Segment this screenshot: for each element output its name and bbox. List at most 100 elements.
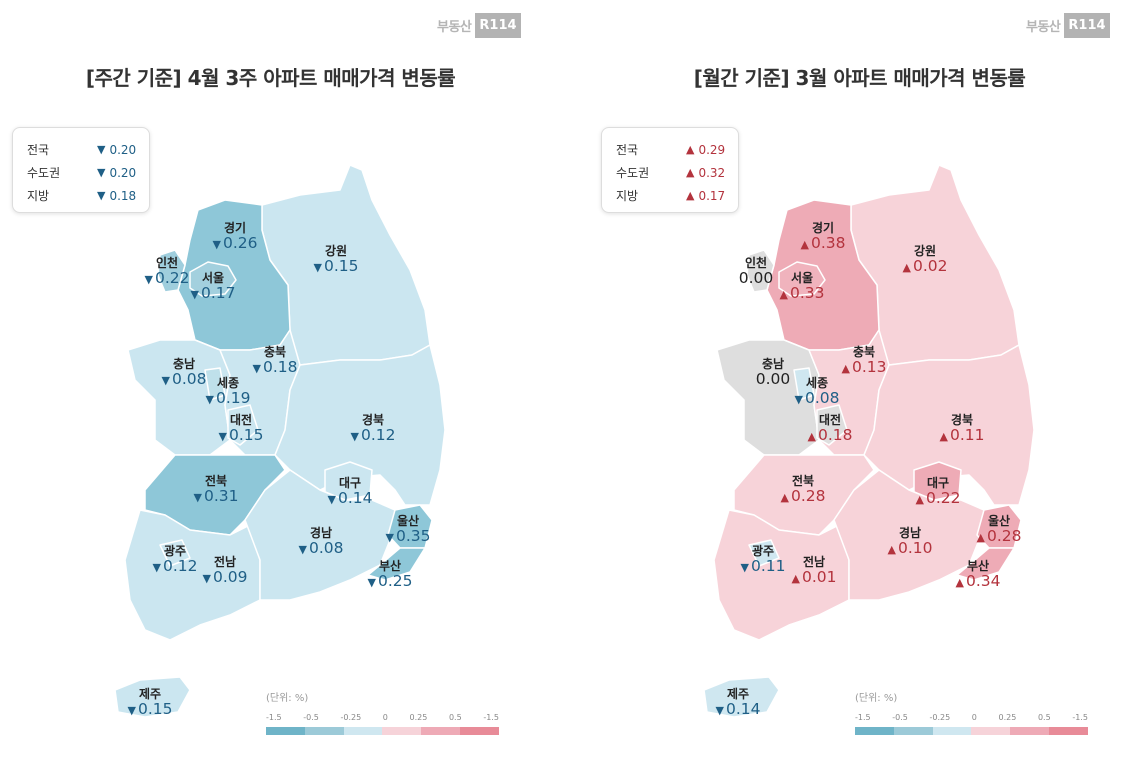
region-label-gangwon: 강원 ▼ 0.15 (313, 244, 359, 275)
region-label-daejeon: 대전 ▲ 0.18 (807, 413, 853, 444)
region-shape-jeju (703, 676, 780, 718)
down-triangle-icon: ▼ (161, 373, 170, 387)
region-label-gyeongnam: 경남 ▲ 0.10 (887, 526, 933, 557)
down-triangle-icon: ▼ (794, 392, 803, 406)
summary-label: 전국 (616, 143, 639, 157)
down-triangle-icon: ▼ (205, 392, 214, 406)
up-triangle-icon: ▲ (955, 575, 964, 589)
down-triangle-icon: ▼ (218, 429, 227, 443)
down-triangle-icon: ▼ (97, 166, 106, 179)
summary-value: ▼ 0.20 (97, 165, 137, 180)
region-shape-busan (367, 547, 426, 581)
region-label-chungbuk: 충북 ▼ 0.18 (252, 345, 298, 376)
up-triangle-icon: ▲ (841, 361, 850, 375)
region-label-busan: 부산 ▲ 0.34 (955, 559, 1001, 590)
region-label-ulsan: 울산 ▼ 0.35 (385, 514, 431, 545)
region-shape-gwangju (159, 539, 191, 567)
summary-label: 수도권 (616, 166, 650, 180)
weekly-title: [주간 기준] 4월 3주 아파트 매매가격 변동률 (85, 66, 456, 90)
down-triangle-icon: ▼ (350, 429, 359, 443)
summary-row-national: 전국 ▲ 0.29 (616, 138, 738, 161)
monthly-panel: 부동산 R114 [월간 기준] 3월 아파트 매매가격 변동률 전국 (589, 0, 1131, 772)
brand-logo: 부동산 R114 (437, 13, 521, 38)
up-triangle-icon: ▲ (686, 166, 695, 179)
region-shape-daejeon (816, 404, 848, 446)
color-scale-legend: -1.5 -0.5 -0.25 0 0.25 0.5 -1.5 (266, 713, 499, 735)
region-label-seoul: 서울 ▲ 0.33 (779, 271, 825, 302)
region-shape-daejeon (227, 404, 259, 446)
unit-label: (단위: %) (855, 693, 898, 704)
summary-label: 지방 (27, 189, 50, 203)
region-label-chungbuk: 충북 ▲ 0.13 (841, 345, 887, 376)
region-label-incheon: 인천 ▼ 0.22 (144, 256, 190, 287)
region-label-daejeon: 대전 ▼ 0.15 (218, 413, 264, 444)
down-triangle-icon: ▼ (202, 571, 211, 585)
region-label-jeonnam: 전남 ▼ 0.09 (202, 555, 248, 586)
region-shape-sejong (793, 367, 815, 401)
summary-row-national: 전국 ▼ 0.20 (27, 138, 149, 161)
region-shape-jeju (114, 676, 191, 718)
region-shape-gwangju (748, 539, 780, 567)
up-triangle-icon: ▲ (807, 429, 816, 443)
up-triangle-icon: ▲ (915, 492, 924, 506)
up-triangle-icon: ▲ (780, 490, 789, 504)
region-label-jeonbuk: 전북 ▲ 0.28 (780, 474, 826, 505)
up-triangle-icon: ▲ (800, 237, 809, 251)
region-shape-incheon (157, 249, 186, 293)
region-shape-gyeongnam (833, 469, 985, 601)
region-label-gwangju: 광주 ▼ 0.11 (740, 544, 786, 575)
summary-row-provinces: 지방 ▼ 0.18 (27, 184, 149, 207)
down-triangle-icon: ▼ (127, 703, 136, 717)
up-triangle-icon: ▲ (976, 530, 985, 544)
down-triangle-icon: ▼ (97, 189, 106, 202)
summary-row-provinces: 지방 ▲ 0.17 (616, 184, 738, 207)
region-label-jeonnam: 전남 ▲ 0.01 (791, 555, 837, 586)
up-triangle-icon: ▲ (686, 143, 695, 156)
region-label-gyeonggi: 경기 ▼ 0.26 (212, 221, 258, 252)
region-label-gyeonggi: 경기 ▲ 0.38 (800, 221, 846, 252)
summary-label: 전국 (27, 143, 50, 157)
region-label-gangwon: 강원 ▲ 0.02 (902, 244, 948, 275)
down-triangle-icon: ▼ (252, 361, 261, 375)
region-label-gwangju: 광주 ▼ 0.12 (152, 544, 198, 575)
weekly-map (114, 164, 446, 718)
down-triangle-icon: ▼ (313, 260, 322, 274)
down-triangle-icon: ▼ (97, 143, 106, 156)
region-label-gyeongbuk: 경북 ▼ 0.12 (350, 413, 396, 444)
region-shape-gyeongnam (244, 469, 396, 601)
down-triangle-icon: ▼ (144, 272, 153, 286)
monthly-summary-box: 전국 ▲ 0.29 수도권 ▲ 0.32 지방 ▲ 0.17 (601, 127, 739, 213)
scale-ticks: -1.5 -0.5 -0.25 0 0.25 0.5 -1.5 (855, 713, 1088, 722)
region-label-busan: 부산 ▼ 0.25 (367, 559, 413, 590)
summary-row-capital: 수도권 ▲ 0.32 (616, 161, 738, 184)
down-triangle-icon: ▼ (152, 560, 161, 574)
region-label-gyeongnam: 경남 ▼ 0.08 (298, 526, 344, 557)
summary-label: 수도권 (27, 166, 61, 180)
monthly-title: [월간 기준] 3월 아파트 매매가격 변동률 (693, 66, 1026, 90)
region-label-jeju: 제주 ▼ 0.15 (127, 687, 173, 718)
scale-bar (266, 727, 499, 735)
scale-ticks: -1.5 -0.5 -0.25 0 0.25 0.5 -1.5 (266, 713, 499, 722)
down-triangle-icon: ▼ (190, 287, 199, 301)
down-triangle-icon: ▼ (385, 530, 394, 544)
region-label-seoul: 서울 ▼ 0.17 (190, 271, 236, 302)
down-triangle-icon: ▼ (193, 490, 202, 504)
region-shape-jeonnam (713, 509, 850, 641)
region-label-jeju: 제주 ▼ 0.14 (715, 687, 761, 718)
up-triangle-icon: ▲ (686, 189, 695, 202)
summary-value: ▲ 0.17 (686, 188, 726, 203)
summary-row-capital: 수도권 ▼ 0.20 (27, 161, 149, 184)
brand-box: R114 (1064, 13, 1110, 38)
down-triangle-icon: ▼ (367, 575, 376, 589)
up-triangle-icon: ▲ (939, 429, 948, 443)
region-shape-jeonnam (124, 509, 261, 641)
down-triangle-icon: ▼ (740, 560, 749, 574)
region-label-daegu: 대구 ▼ 0.14 (327, 476, 373, 507)
region-label-chungnam: 충남 ▼ 0.08 (161, 357, 207, 388)
summary-label: 지방 (616, 189, 639, 203)
region-label-daegu: 대구 ▲ 0.22 (915, 476, 961, 507)
summary-value: ▼ 0.18 (97, 188, 137, 203)
region-shape-seoul (189, 261, 237, 297)
color-scale-legend: -1.5 -0.5 -0.25 0 0.25 0.5 -1.5 (855, 713, 1088, 735)
brand-text: 부동산 (1026, 20, 1061, 35)
